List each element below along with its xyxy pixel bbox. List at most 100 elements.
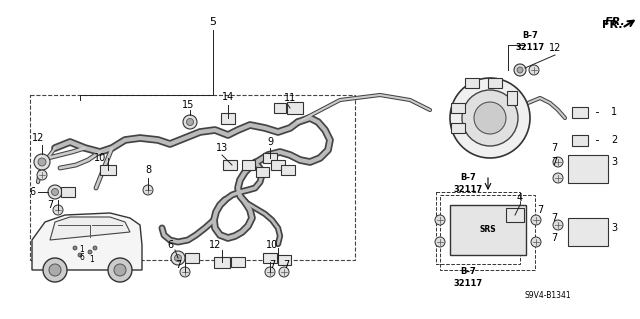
- Bar: [255, 167, 269, 177]
- Circle shape: [435, 215, 445, 225]
- Circle shape: [43, 258, 67, 282]
- Text: 11: 11: [284, 93, 296, 103]
- Text: SRS: SRS: [480, 226, 496, 234]
- Circle shape: [78, 253, 82, 257]
- Text: 13: 13: [216, 143, 228, 153]
- Text: B-7: B-7: [460, 268, 476, 277]
- Bar: [281, 165, 295, 175]
- Circle shape: [279, 267, 289, 277]
- Text: 7: 7: [537, 205, 543, 215]
- Circle shape: [450, 78, 530, 158]
- Text: 14: 14: [222, 92, 234, 102]
- Bar: [572, 135, 588, 145]
- Bar: [506, 208, 524, 222]
- Circle shape: [114, 264, 126, 276]
- Bar: [221, 113, 235, 123]
- Circle shape: [88, 250, 92, 254]
- Text: 32117: 32117: [515, 42, 545, 51]
- Bar: [223, 160, 237, 170]
- Text: 8: 8: [145, 165, 151, 175]
- Circle shape: [53, 205, 63, 215]
- Text: 7: 7: [551, 143, 557, 153]
- Bar: [572, 107, 588, 117]
- Text: 7: 7: [47, 200, 53, 210]
- Bar: [507, 91, 517, 105]
- Circle shape: [34, 154, 50, 170]
- Text: 7: 7: [551, 233, 557, 243]
- Text: 10: 10: [94, 153, 106, 163]
- Bar: [271, 160, 285, 170]
- Text: 3: 3: [611, 157, 617, 167]
- Bar: [263, 253, 277, 263]
- Bar: [231, 257, 245, 267]
- Text: 1: 1: [90, 256, 94, 264]
- Circle shape: [553, 220, 563, 230]
- Bar: [287, 102, 303, 114]
- Bar: [241, 160, 255, 170]
- Text: 7: 7: [269, 260, 275, 270]
- Circle shape: [186, 118, 193, 125]
- Bar: [278, 255, 291, 265]
- Bar: [488, 78, 502, 88]
- Text: 7: 7: [175, 260, 181, 270]
- Circle shape: [435, 237, 445, 247]
- Circle shape: [474, 102, 506, 134]
- Polygon shape: [32, 213, 142, 270]
- Bar: [214, 256, 230, 268]
- Text: 7: 7: [283, 260, 289, 270]
- Circle shape: [514, 64, 526, 76]
- Bar: [263, 153, 277, 163]
- Circle shape: [553, 173, 563, 183]
- Bar: [451, 103, 465, 113]
- Circle shape: [183, 115, 197, 129]
- Bar: [100, 165, 116, 175]
- Bar: [440, 195, 535, 270]
- Bar: [185, 253, 199, 263]
- Text: 9: 9: [267, 137, 273, 147]
- Circle shape: [51, 189, 58, 196]
- Bar: [451, 123, 465, 133]
- Bar: [436, 192, 520, 264]
- Circle shape: [175, 255, 182, 262]
- Circle shape: [517, 67, 523, 73]
- Text: 2: 2: [611, 135, 617, 145]
- Bar: [568, 155, 608, 183]
- Text: 12: 12: [209, 240, 221, 250]
- Text: 12: 12: [32, 133, 44, 143]
- Text: 7: 7: [551, 157, 557, 167]
- Circle shape: [462, 90, 518, 146]
- Text: B-7: B-7: [460, 174, 476, 182]
- Circle shape: [180, 267, 190, 277]
- Circle shape: [48, 185, 62, 199]
- Text: 4: 4: [517, 193, 523, 203]
- Text: 7: 7: [551, 213, 557, 223]
- Circle shape: [265, 267, 275, 277]
- Bar: [568, 218, 608, 246]
- Circle shape: [49, 264, 61, 276]
- Circle shape: [171, 251, 185, 265]
- Text: S9V4-B1341: S9V4-B1341: [525, 292, 572, 300]
- Circle shape: [143, 185, 153, 195]
- Bar: [465, 78, 479, 88]
- Circle shape: [108, 258, 132, 282]
- Text: 10: 10: [266, 240, 278, 250]
- Text: 1: 1: [79, 246, 84, 255]
- Text: 32117: 32117: [453, 186, 483, 195]
- Circle shape: [553, 157, 563, 167]
- Circle shape: [531, 215, 541, 225]
- Text: 1: 1: [611, 107, 617, 117]
- Circle shape: [531, 237, 541, 247]
- Text: 6: 6: [79, 254, 84, 263]
- Circle shape: [37, 170, 47, 180]
- Text: B-7: B-7: [522, 31, 538, 40]
- Text: 6: 6: [29, 187, 35, 197]
- Bar: [61, 187, 75, 197]
- Text: 6: 6: [167, 240, 173, 250]
- Text: 32117: 32117: [453, 279, 483, 288]
- Bar: [30, 95, 355, 260]
- Text: FR.: FR.: [605, 17, 626, 27]
- Circle shape: [529, 65, 539, 75]
- Text: 5: 5: [209, 17, 216, 27]
- Polygon shape: [50, 217, 130, 240]
- Bar: [450, 205, 526, 255]
